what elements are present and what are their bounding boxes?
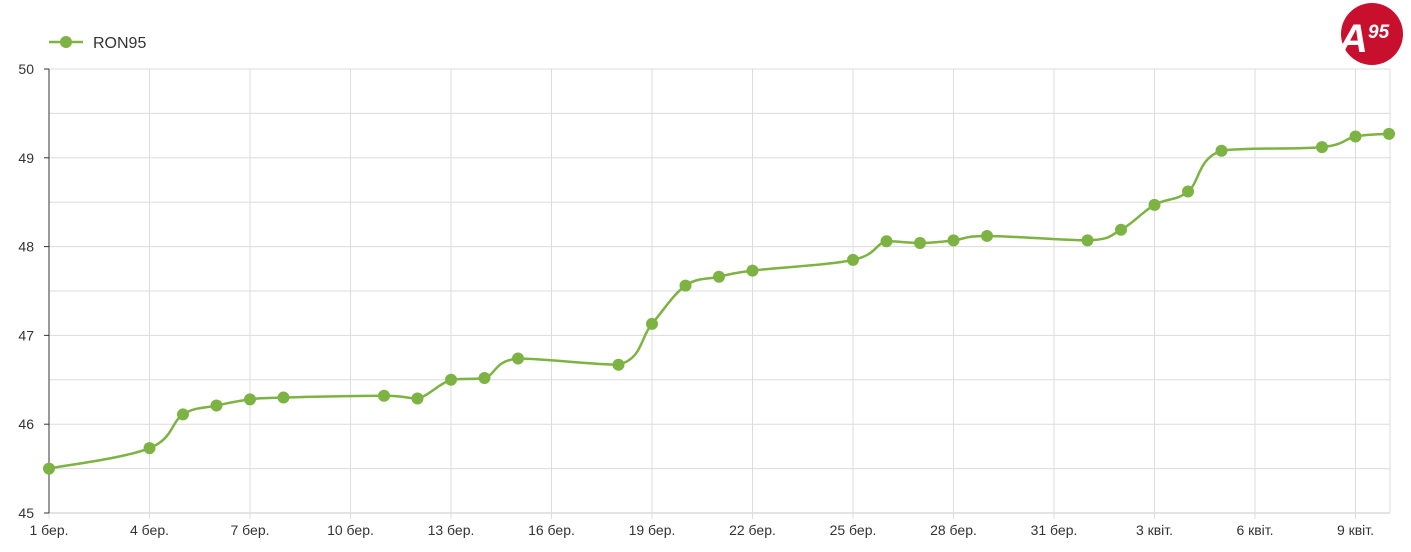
x-tick-label: 1 бер. [30,522,69,538]
y-tick-label: 47 [18,327,34,343]
data-point[interactable] [277,391,290,404]
data-point[interactable] [847,253,859,266]
x-tick-label: 19 бер. [629,522,676,538]
data-point[interactable] [1316,141,1328,154]
x-tick-label: 4 бер. [130,522,169,538]
data-point[interactable] [713,270,725,283]
data-point[interactable] [378,389,390,402]
x-tick-label: 7 бер. [231,522,270,538]
logo-letter: A [1338,17,1368,61]
data-point[interactable] [679,279,692,292]
data-point[interactable] [1115,223,1127,236]
x-tick-label: 10 бер. [327,522,374,538]
legend-marker-icon [60,36,72,48]
y-tick-label: 49 [18,150,34,166]
legend-label: RON95 [93,35,146,52]
y-axis: 45 46 47 48 49 50 [18,61,50,521]
grid-lines [48,68,1391,519]
y-tick-label: 50 [18,61,34,77]
x-tick-label: 22 бер. [729,522,776,538]
legend[interactable]: RON95 [49,35,146,52]
x-tick-label: 13 бер. [428,522,475,538]
data-point[interactable] [981,229,993,242]
data-point[interactable] [1383,127,1395,140]
data-point[interactable] [43,462,55,475]
y-tick-label: 48 [18,239,34,255]
data-point[interactable] [1215,144,1228,157]
data-point[interactable] [445,373,457,386]
data-point[interactable] [1349,130,1362,143]
x-tick-label: 16 бер. [528,522,575,538]
data-point[interactable] [411,392,424,405]
x-tick-label: 6 квіт. [1236,522,1273,538]
y-tick-label: 46 [18,416,34,432]
data-point[interactable] [947,234,960,247]
data-point[interactable] [1081,234,1094,247]
x-tick-label: 3 квіт. [1136,522,1173,538]
x-tick-label: 31 бер. [1031,522,1078,538]
data-point[interactable] [612,358,625,371]
data-point[interactable] [177,408,189,421]
x-tick-label: 25 бер. [830,522,877,538]
data-point[interactable] [1148,198,1161,211]
x-axis: 1 бер. 4 бер. 7 бер. 10 бер. 13 бер. 16 бер. 1… [30,522,1375,538]
data-point[interactable] [143,442,156,455]
logo-superscript: 95 [1368,22,1390,43]
data-point[interactable] [244,393,256,406]
data-point[interactable] [478,372,491,385]
data-point[interactable] [880,235,893,248]
data-point[interactable] [210,399,223,412]
data-point[interactable] [914,237,926,250]
data-point[interactable] [512,352,524,365]
data-point[interactable] [746,264,759,277]
y-tick-label: 45 [18,505,34,521]
data-point[interactable] [1182,185,1194,198]
logo-circle-icon [1341,3,1403,65]
x-tick-label: 28 бер. [930,522,977,538]
series-ron95 [43,127,1395,475]
data-point[interactable] [646,317,658,330]
brand-logo: A 95 [1338,3,1403,65]
x-tick-label: 9 квіт. [1337,522,1374,538]
